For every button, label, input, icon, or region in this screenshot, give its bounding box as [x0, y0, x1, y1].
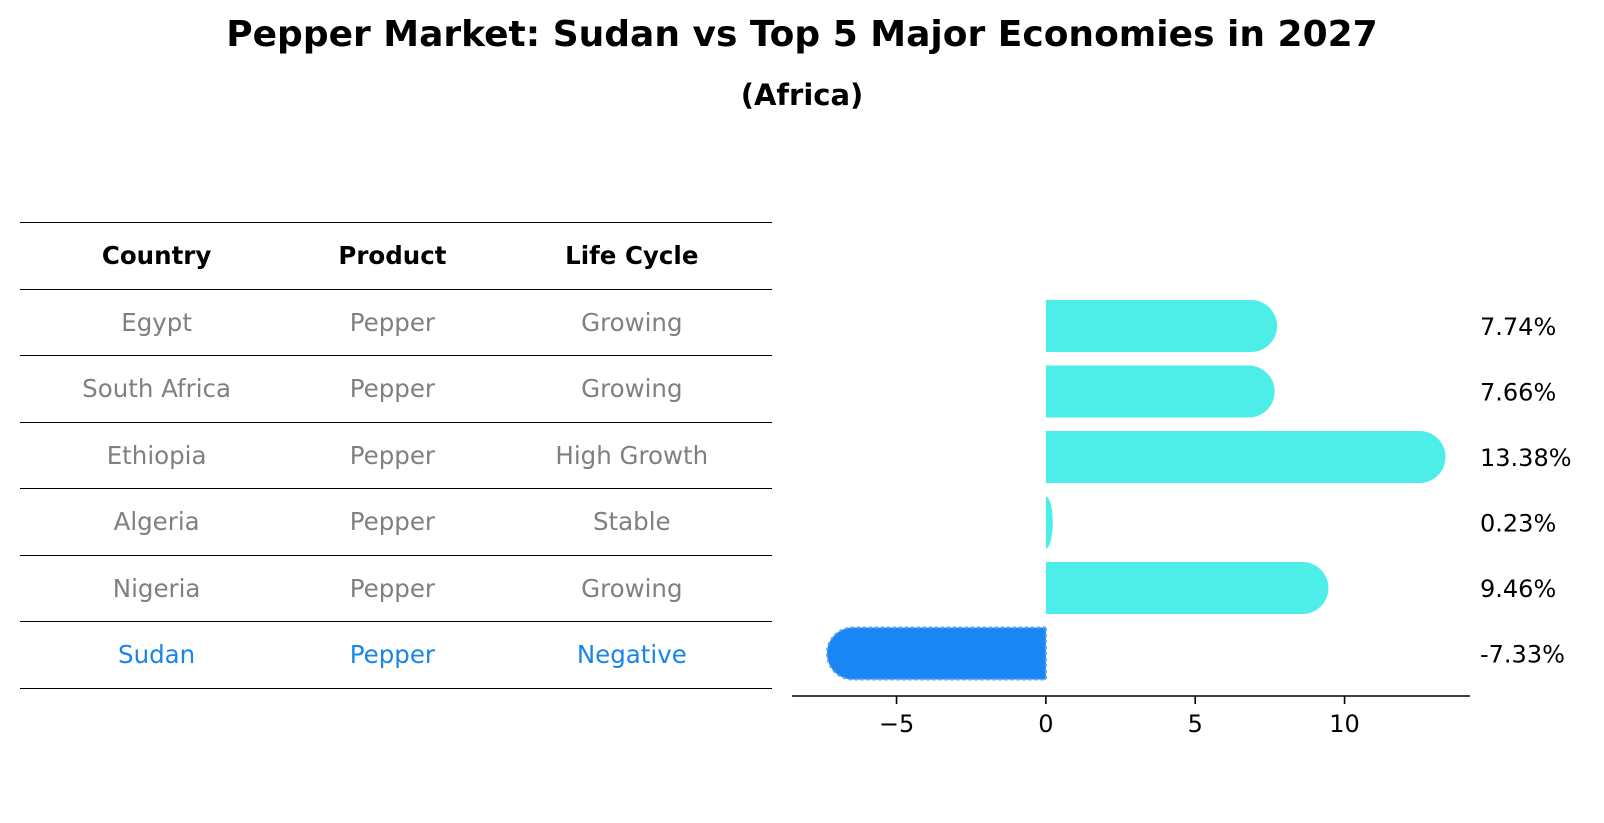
cell-life-cycle: High Growth	[491, 421, 772, 489]
cell-life-cycle: Growing	[491, 554, 772, 622]
bar	[1045, 431, 1446, 483]
cell-product: Pepper	[293, 288, 492, 356]
data-label: -7.33%	[1480, 641, 1565, 669]
cell-country: Ethiopia	[20, 421, 294, 489]
cell-product: Pepper	[293, 488, 492, 555]
cell-country: South Africa	[20, 355, 294, 422]
cell-country: Sudan	[20, 621, 294, 689]
bar	[1045, 300, 1278, 352]
data-label: 7.66%	[1480, 379, 1556, 407]
x-tick-label: 0	[1038, 710, 1053, 738]
x-tick-label: 10	[1329, 710, 1360, 738]
cell-life-cycle: Negative	[491, 621, 772, 689]
cell-product: Pepper	[293, 554, 492, 622]
chart-subtitle: (Africa)	[740, 78, 864, 112]
cell-life-cycle: Stable	[491, 488, 772, 555]
header-life-cycle: Life Cycle	[491, 222, 772, 289]
table-row: Algeria Pepper Stable	[20, 488, 772, 555]
data-label: 0.23%	[1480, 510, 1556, 538]
cell-product: Pepper	[293, 621, 492, 689]
cell-country: Algeria	[20, 488, 294, 555]
data-label: 9.46%	[1480, 575, 1556, 603]
header-product: Product	[293, 222, 492, 289]
chart-title: Pepper Market: Sudan vs Top 5 Major Econ…	[226, 14, 1378, 55]
table-row: Ethiopia Pepper High Growth	[20, 421, 772, 489]
market-table: Country Product Life Cycle Egypt Pepper …	[20, 222, 772, 689]
table-row: Egypt Pepper Growing	[20, 288, 772, 356]
data-label: 13.38%	[1480, 444, 1572, 472]
table-row-highlight: Sudan Pepper Negative	[20, 621, 772, 689]
x-tick-label: 5	[1188, 710, 1203, 738]
cell-country: Nigeria	[20, 554, 294, 622]
header-country: Country	[20, 222, 294, 289]
x-tick-label: −5	[879, 710, 914, 738]
cell-product: Pepper	[293, 355, 492, 422]
bar	[1045, 562, 1329, 614]
bar	[825, 626, 1047, 681]
cell-life-cycle: Growing	[491, 355, 772, 422]
table-row: South Africa Pepper Growing	[20, 355, 772, 422]
cell-life-cycle: Growing	[491, 288, 772, 356]
cell-product: Pepper	[293, 421, 492, 489]
cell-country: Egypt	[20, 288, 294, 356]
table-row: Nigeria Pepper Growing	[20, 554, 772, 622]
table-header-row: Country Product Life Cycle	[20, 222, 772, 289]
bar	[1045, 365, 1275, 418]
bar	[1045, 496, 1053, 549]
data-label: 7.74%	[1480, 313, 1556, 341]
